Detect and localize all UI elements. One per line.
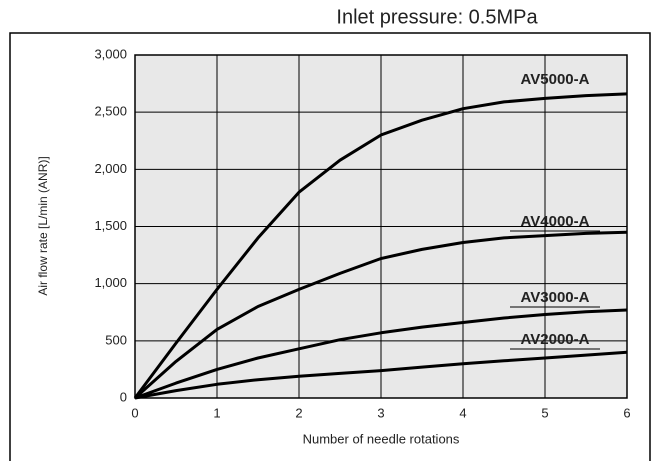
series-line <box>134 308 628 400</box>
y-tick-label: 2,500 <box>94 104 127 119</box>
chart-title: Inlet pressure: 0.5MPa <box>336 6 538 28</box>
x-tick-label: 5 <box>541 405 548 420</box>
x-tick-label: 4 <box>459 405 466 420</box>
x-tick-label: 1 <box>213 405 220 420</box>
series-line <box>134 230 628 400</box>
x-tick-label: 3 <box>377 405 384 420</box>
y-tick-label: 0 <box>120 389 127 404</box>
series-label: AV3000-A <box>521 289 590 306</box>
series-label: AV4000-A <box>521 213 590 230</box>
series-line <box>134 350 628 400</box>
y-tick-label: 500 <box>105 332 127 347</box>
x-axis-label: Number of needle rotations <box>303 431 460 446</box>
series-label: AV5000-A <box>521 71 590 88</box>
x-tick-label: 6 <box>623 405 630 420</box>
y-tick-label: 1,500 <box>94 218 127 233</box>
y-axis-label: Air flow rate [L/min (ANR)] <box>36 156 50 295</box>
y-tick-label: 3,000 <box>94 46 127 61</box>
y-tick-label: 1,000 <box>94 275 127 290</box>
y-tick-label: 2,000 <box>94 161 127 176</box>
x-tick-label: 0 <box>131 405 138 420</box>
frame <box>9 32 651 461</box>
series-line <box>133 92 628 399</box>
x-tick-label: 2 <box>295 405 302 420</box>
series-label: AV2000-A <box>521 331 590 348</box>
